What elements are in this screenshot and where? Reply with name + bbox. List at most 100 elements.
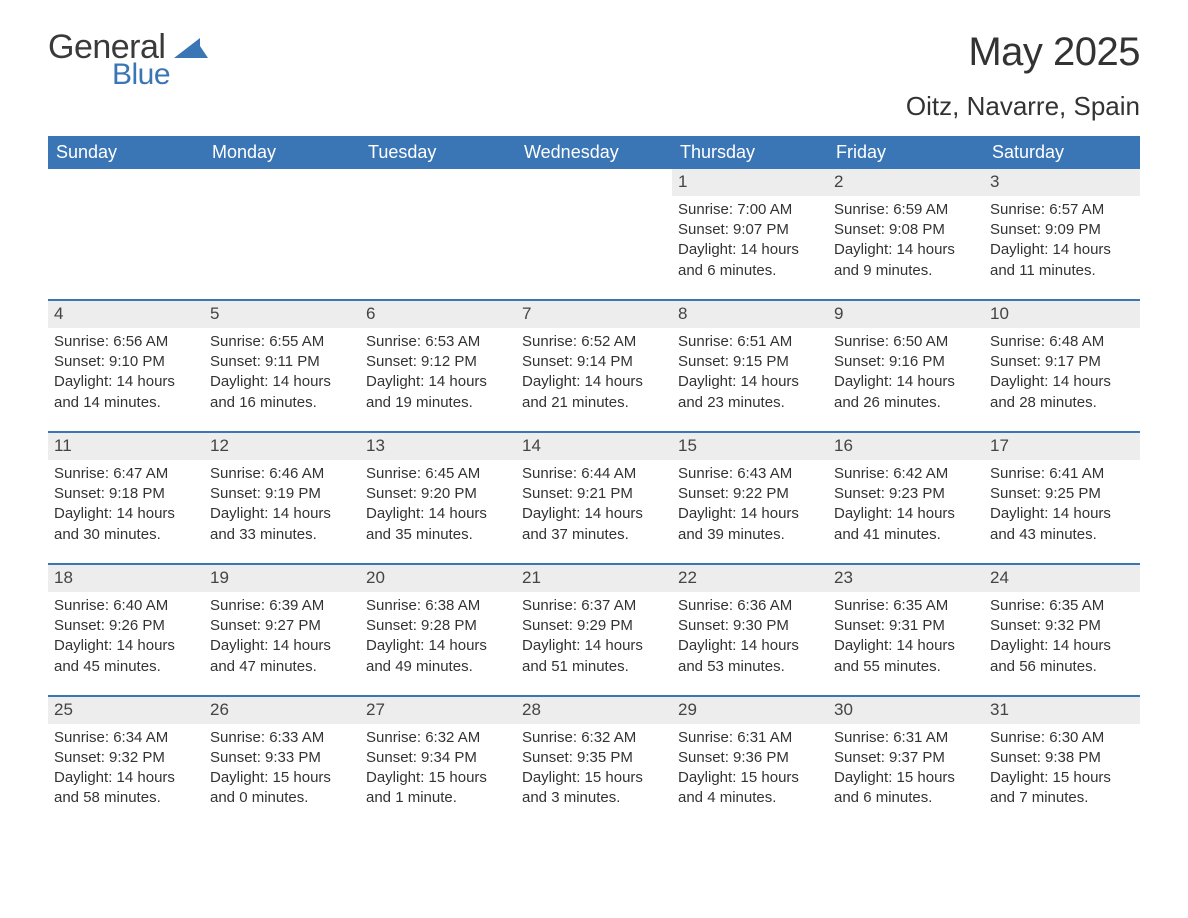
day-cell: 25Sunrise: 6:34 AMSunset: 9:32 PMDayligh… (48, 697, 204, 827)
sunset-text: Sunset: 9:07 PM (678, 220, 822, 240)
sunset-text: Sunset: 9:16 PM (834, 352, 978, 372)
day-body: Sunrise: 6:46 AMSunset: 9:19 PMDaylight:… (204, 460, 360, 563)
logo-triangle-icon (174, 36, 208, 60)
day-body: Sunrise: 6:56 AMSunset: 9:10 PMDaylight:… (48, 328, 204, 431)
day-number: 3 (984, 169, 1140, 196)
day-cell: 27Sunrise: 6:32 AMSunset: 9:34 PMDayligh… (360, 697, 516, 827)
day-cell: 16Sunrise: 6:42 AMSunset: 9:23 PMDayligh… (828, 433, 984, 563)
sunset-text: Sunset: 9:17 PM (990, 352, 1134, 372)
sunset-text: Sunset: 9:38 PM (990, 748, 1134, 768)
sunrise-text: Sunrise: 6:30 AM (990, 728, 1134, 748)
daylight-text: Daylight: 14 hours and 33 minutes. (210, 504, 354, 545)
day-body: Sunrise: 6:55 AMSunset: 9:11 PMDaylight:… (204, 328, 360, 431)
daylight-text: Daylight: 14 hours and 11 minutes. (990, 240, 1134, 281)
day-number: 7 (516, 301, 672, 328)
day-cell: 21Sunrise: 6:37 AMSunset: 9:29 PMDayligh… (516, 565, 672, 695)
daylight-text: Daylight: 15 hours and 7 minutes. (990, 768, 1134, 809)
day-body: Sunrise: 6:36 AMSunset: 9:30 PMDaylight:… (672, 592, 828, 695)
day-number: 4 (48, 301, 204, 328)
daylight-text: Daylight: 14 hours and 28 minutes. (990, 372, 1134, 413)
daylight-text: Daylight: 14 hours and 19 minutes. (366, 372, 510, 413)
sunrise-text: Sunrise: 6:53 AM (366, 332, 510, 352)
day-number: 26 (204, 697, 360, 724)
day-cell: 20Sunrise: 6:38 AMSunset: 9:28 PMDayligh… (360, 565, 516, 695)
day-number: 2 (828, 169, 984, 196)
sunrise-text: Sunrise: 6:34 AM (54, 728, 198, 748)
day-number: 15 (672, 433, 828, 460)
weekday-header: Tuesday (360, 136, 516, 169)
daylight-text: Daylight: 15 hours and 3 minutes. (522, 768, 666, 809)
day-body: Sunrise: 6:41 AMSunset: 9:25 PMDaylight:… (984, 460, 1140, 563)
day-body: Sunrise: 6:32 AMSunset: 9:35 PMDaylight:… (516, 724, 672, 827)
day-cell: 19Sunrise: 6:39 AMSunset: 9:27 PMDayligh… (204, 565, 360, 695)
day-cell: 14Sunrise: 6:44 AMSunset: 9:21 PMDayligh… (516, 433, 672, 563)
sunset-text: Sunset: 9:32 PM (990, 616, 1134, 636)
day-cell (360, 169, 516, 299)
day-number: 12 (204, 433, 360, 460)
logo-blue-text: Blue (112, 60, 170, 90)
day-cell (48, 169, 204, 299)
sunset-text: Sunset: 9:31 PM (834, 616, 978, 636)
daylight-text: Daylight: 14 hours and 41 minutes. (834, 504, 978, 545)
daylight-text: Daylight: 14 hours and 26 minutes. (834, 372, 978, 413)
sunset-text: Sunset: 9:37 PM (834, 748, 978, 768)
daylight-text: Daylight: 14 hours and 43 minutes. (990, 504, 1134, 545)
day-cell (204, 169, 360, 299)
sunset-text: Sunset: 9:18 PM (54, 484, 198, 504)
day-cell: 23Sunrise: 6:35 AMSunset: 9:31 PMDayligh… (828, 565, 984, 695)
sunset-text: Sunset: 9:11 PM (210, 352, 354, 372)
sunrise-text: Sunrise: 6:42 AM (834, 464, 978, 484)
day-body: Sunrise: 6:33 AMSunset: 9:33 PMDaylight:… (204, 724, 360, 827)
sunrise-text: Sunrise: 6:38 AM (366, 596, 510, 616)
sunrise-text: Sunrise: 6:47 AM (54, 464, 198, 484)
weeks-container: 1Sunrise: 7:00 AMSunset: 9:07 PMDaylight… (48, 169, 1140, 827)
day-body (48, 196, 204, 218)
sunrise-text: Sunrise: 6:43 AM (678, 464, 822, 484)
daylight-text: Daylight: 14 hours and 53 minutes. (678, 636, 822, 677)
sunset-text: Sunset: 9:25 PM (990, 484, 1134, 504)
day-cell: 12Sunrise: 6:46 AMSunset: 9:19 PMDayligh… (204, 433, 360, 563)
weekday-header: Saturday (984, 136, 1140, 169)
sunrise-text: Sunrise: 6:40 AM (54, 596, 198, 616)
day-cell: 28Sunrise: 6:32 AMSunset: 9:35 PMDayligh… (516, 697, 672, 827)
day-cell: 1Sunrise: 7:00 AMSunset: 9:07 PMDaylight… (672, 169, 828, 299)
day-cell (516, 169, 672, 299)
sunrise-text: Sunrise: 6:39 AM (210, 596, 354, 616)
daylight-text: Daylight: 14 hours and 49 minutes. (366, 636, 510, 677)
day-number: 21 (516, 565, 672, 592)
sunrise-text: Sunrise: 6:51 AM (678, 332, 822, 352)
week-row: 18Sunrise: 6:40 AMSunset: 9:26 PMDayligh… (48, 563, 1140, 695)
day-cell: 4Sunrise: 6:56 AMSunset: 9:10 PMDaylight… (48, 301, 204, 431)
sunrise-text: Sunrise: 6:45 AM (366, 464, 510, 484)
daylight-text: Daylight: 14 hours and 6 minutes. (678, 240, 822, 281)
sunrise-text: Sunrise: 6:48 AM (990, 332, 1134, 352)
sunrise-text: Sunrise: 6:46 AM (210, 464, 354, 484)
sunrise-text: Sunrise: 6:52 AM (522, 332, 666, 352)
sunset-text: Sunset: 9:14 PM (522, 352, 666, 372)
day-body: Sunrise: 6:34 AMSunset: 9:32 PMDaylight:… (48, 724, 204, 827)
day-body: Sunrise: 6:42 AMSunset: 9:23 PMDaylight:… (828, 460, 984, 563)
weekday-header: Sunday (48, 136, 204, 169)
day-number: 8 (672, 301, 828, 328)
daylight-text: Daylight: 14 hours and 21 minutes. (522, 372, 666, 413)
daylight-text: Daylight: 14 hours and 14 minutes. (54, 372, 198, 413)
sunrise-text: Sunrise: 6:31 AM (678, 728, 822, 748)
day-number: 11 (48, 433, 204, 460)
month-title: May 2025 (906, 30, 1140, 75)
sunrise-text: Sunrise: 6:56 AM (54, 332, 198, 352)
weekday-header: Wednesday (516, 136, 672, 169)
sunset-text: Sunset: 9:33 PM (210, 748, 354, 768)
day-body: Sunrise: 6:50 AMSunset: 9:16 PMDaylight:… (828, 328, 984, 431)
sunset-text: Sunset: 9:26 PM (54, 616, 198, 636)
day-body: Sunrise: 6:43 AMSunset: 9:22 PMDaylight:… (672, 460, 828, 563)
day-body: Sunrise: 6:37 AMSunset: 9:29 PMDaylight:… (516, 592, 672, 695)
sunset-text: Sunset: 9:34 PM (366, 748, 510, 768)
daylight-text: Daylight: 14 hours and 30 minutes. (54, 504, 198, 545)
day-number: 5 (204, 301, 360, 328)
day-cell: 31Sunrise: 6:30 AMSunset: 9:38 PMDayligh… (984, 697, 1140, 827)
week-row: 25Sunrise: 6:34 AMSunset: 9:32 PMDayligh… (48, 695, 1140, 827)
weekday-header: Friday (828, 136, 984, 169)
day-number: 20 (360, 565, 516, 592)
day-number: 30 (828, 697, 984, 724)
day-body (516, 196, 672, 218)
